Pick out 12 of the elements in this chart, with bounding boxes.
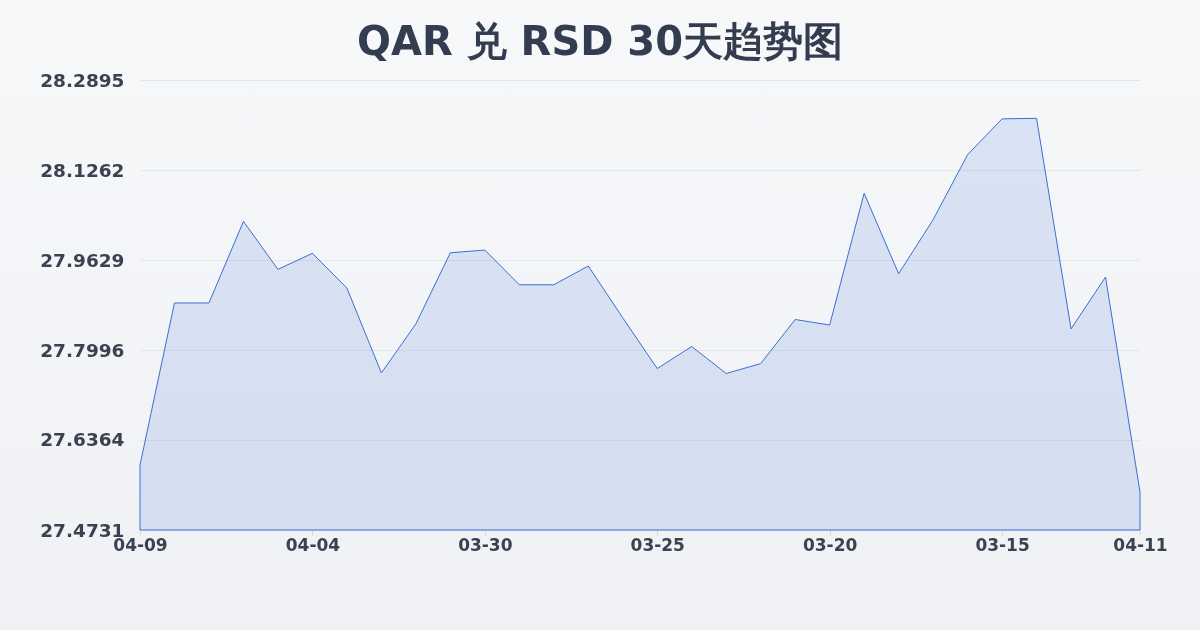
x-tick-label: 03-30	[458, 534, 513, 555]
x-tick-label: 03-20	[802, 534, 858, 555]
chart-title: QAR 兑 RSD 30天趋势图	[356, 18, 844, 64]
x-tick-label: 03-15	[975, 534, 1030, 555]
x-tick-label: 03-25	[630, 534, 685, 555]
y-tick-label: 27.7996	[40, 339, 125, 361]
x-tick-label: 04-11	[1113, 534, 1168, 555]
y-tick-label: 27.9629	[40, 249, 125, 271]
y-tick-label: 28.1262	[40, 159, 125, 181]
x-tick-label: 04-04	[285, 534, 341, 555]
y-tick-label: 27.6364	[40, 429, 125, 451]
y-tick-label: 28.2895	[40, 69, 125, 91]
